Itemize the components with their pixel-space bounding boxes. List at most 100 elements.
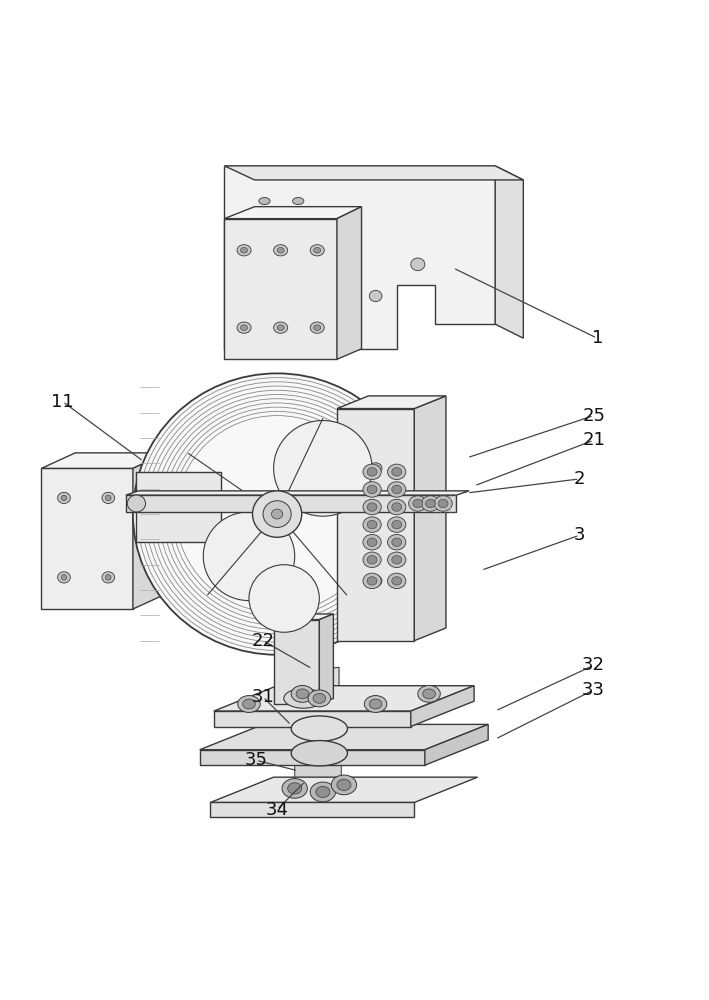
Ellipse shape xyxy=(388,499,406,515)
Ellipse shape xyxy=(237,245,251,256)
Ellipse shape xyxy=(367,468,377,476)
Ellipse shape xyxy=(310,782,335,802)
Ellipse shape xyxy=(363,534,381,550)
Ellipse shape xyxy=(106,575,111,580)
Ellipse shape xyxy=(277,247,284,253)
Ellipse shape xyxy=(421,496,440,511)
Text: 34: 34 xyxy=(266,801,289,819)
Ellipse shape xyxy=(296,689,309,699)
Ellipse shape xyxy=(363,499,381,515)
Ellipse shape xyxy=(310,245,324,256)
Ellipse shape xyxy=(369,463,382,474)
Polygon shape xyxy=(211,777,478,802)
Ellipse shape xyxy=(392,520,401,529)
Polygon shape xyxy=(337,207,362,359)
Polygon shape xyxy=(425,724,489,765)
Ellipse shape xyxy=(392,468,401,476)
Ellipse shape xyxy=(363,482,381,497)
Ellipse shape xyxy=(434,496,452,511)
Ellipse shape xyxy=(438,499,448,508)
Polygon shape xyxy=(414,396,446,641)
Ellipse shape xyxy=(274,421,372,516)
Text: 31: 31 xyxy=(252,688,274,706)
Ellipse shape xyxy=(392,503,401,511)
Polygon shape xyxy=(411,686,474,727)
Ellipse shape xyxy=(367,577,377,585)
Ellipse shape xyxy=(388,534,406,550)
Polygon shape xyxy=(41,453,167,468)
Ellipse shape xyxy=(237,322,251,333)
Ellipse shape xyxy=(363,552,381,568)
Ellipse shape xyxy=(313,247,320,253)
Ellipse shape xyxy=(388,482,406,497)
Ellipse shape xyxy=(411,258,425,271)
Polygon shape xyxy=(319,614,333,704)
Ellipse shape xyxy=(61,495,67,501)
Ellipse shape xyxy=(331,775,357,795)
Ellipse shape xyxy=(388,464,406,480)
Ellipse shape xyxy=(392,485,401,494)
Polygon shape xyxy=(337,396,446,409)
Ellipse shape xyxy=(272,509,283,519)
Ellipse shape xyxy=(388,517,406,532)
Ellipse shape xyxy=(369,699,382,709)
Ellipse shape xyxy=(242,699,255,709)
Ellipse shape xyxy=(388,573,406,589)
Ellipse shape xyxy=(418,685,440,702)
Polygon shape xyxy=(136,472,220,542)
Ellipse shape xyxy=(291,685,313,702)
Ellipse shape xyxy=(293,198,304,205)
Ellipse shape xyxy=(316,786,330,798)
Polygon shape xyxy=(224,207,362,219)
Ellipse shape xyxy=(367,503,377,511)
Ellipse shape xyxy=(102,492,115,504)
Text: 35: 35 xyxy=(245,751,267,769)
Ellipse shape xyxy=(57,572,70,583)
Ellipse shape xyxy=(425,499,435,508)
Ellipse shape xyxy=(367,556,377,564)
Text: 33: 33 xyxy=(582,681,605,699)
Ellipse shape xyxy=(259,198,270,205)
Ellipse shape xyxy=(57,492,70,504)
Ellipse shape xyxy=(392,538,401,546)
Polygon shape xyxy=(224,166,523,180)
Polygon shape xyxy=(274,614,333,620)
Polygon shape xyxy=(133,453,167,609)
Text: 11: 11 xyxy=(51,393,74,411)
Ellipse shape xyxy=(128,495,145,512)
Ellipse shape xyxy=(388,552,406,568)
Text: 21: 21 xyxy=(582,431,605,449)
Polygon shape xyxy=(126,491,469,495)
Text: 1: 1 xyxy=(591,329,603,347)
Ellipse shape xyxy=(423,689,435,699)
Polygon shape xyxy=(200,750,425,765)
Ellipse shape xyxy=(263,501,291,527)
Polygon shape xyxy=(41,468,133,609)
Ellipse shape xyxy=(369,290,382,302)
Text: 22: 22 xyxy=(252,632,274,650)
Ellipse shape xyxy=(369,575,382,587)
Polygon shape xyxy=(224,166,495,349)
Ellipse shape xyxy=(282,779,308,798)
Ellipse shape xyxy=(367,485,377,494)
Ellipse shape xyxy=(364,696,387,712)
Ellipse shape xyxy=(392,577,401,585)
Text: 25: 25 xyxy=(582,407,605,425)
Polygon shape xyxy=(224,219,337,359)
Polygon shape xyxy=(214,686,474,711)
Polygon shape xyxy=(200,724,489,750)
Ellipse shape xyxy=(133,373,421,655)
Ellipse shape xyxy=(337,779,351,791)
Text: 32: 32 xyxy=(582,656,605,674)
Ellipse shape xyxy=(288,783,302,794)
Ellipse shape xyxy=(238,696,260,712)
Ellipse shape xyxy=(274,245,288,256)
Ellipse shape xyxy=(291,741,347,766)
Polygon shape xyxy=(295,703,341,785)
Polygon shape xyxy=(214,711,411,727)
Ellipse shape xyxy=(367,520,377,529)
Ellipse shape xyxy=(363,464,381,480)
Ellipse shape xyxy=(367,538,377,546)
Ellipse shape xyxy=(413,499,423,508)
Ellipse shape xyxy=(274,322,288,333)
